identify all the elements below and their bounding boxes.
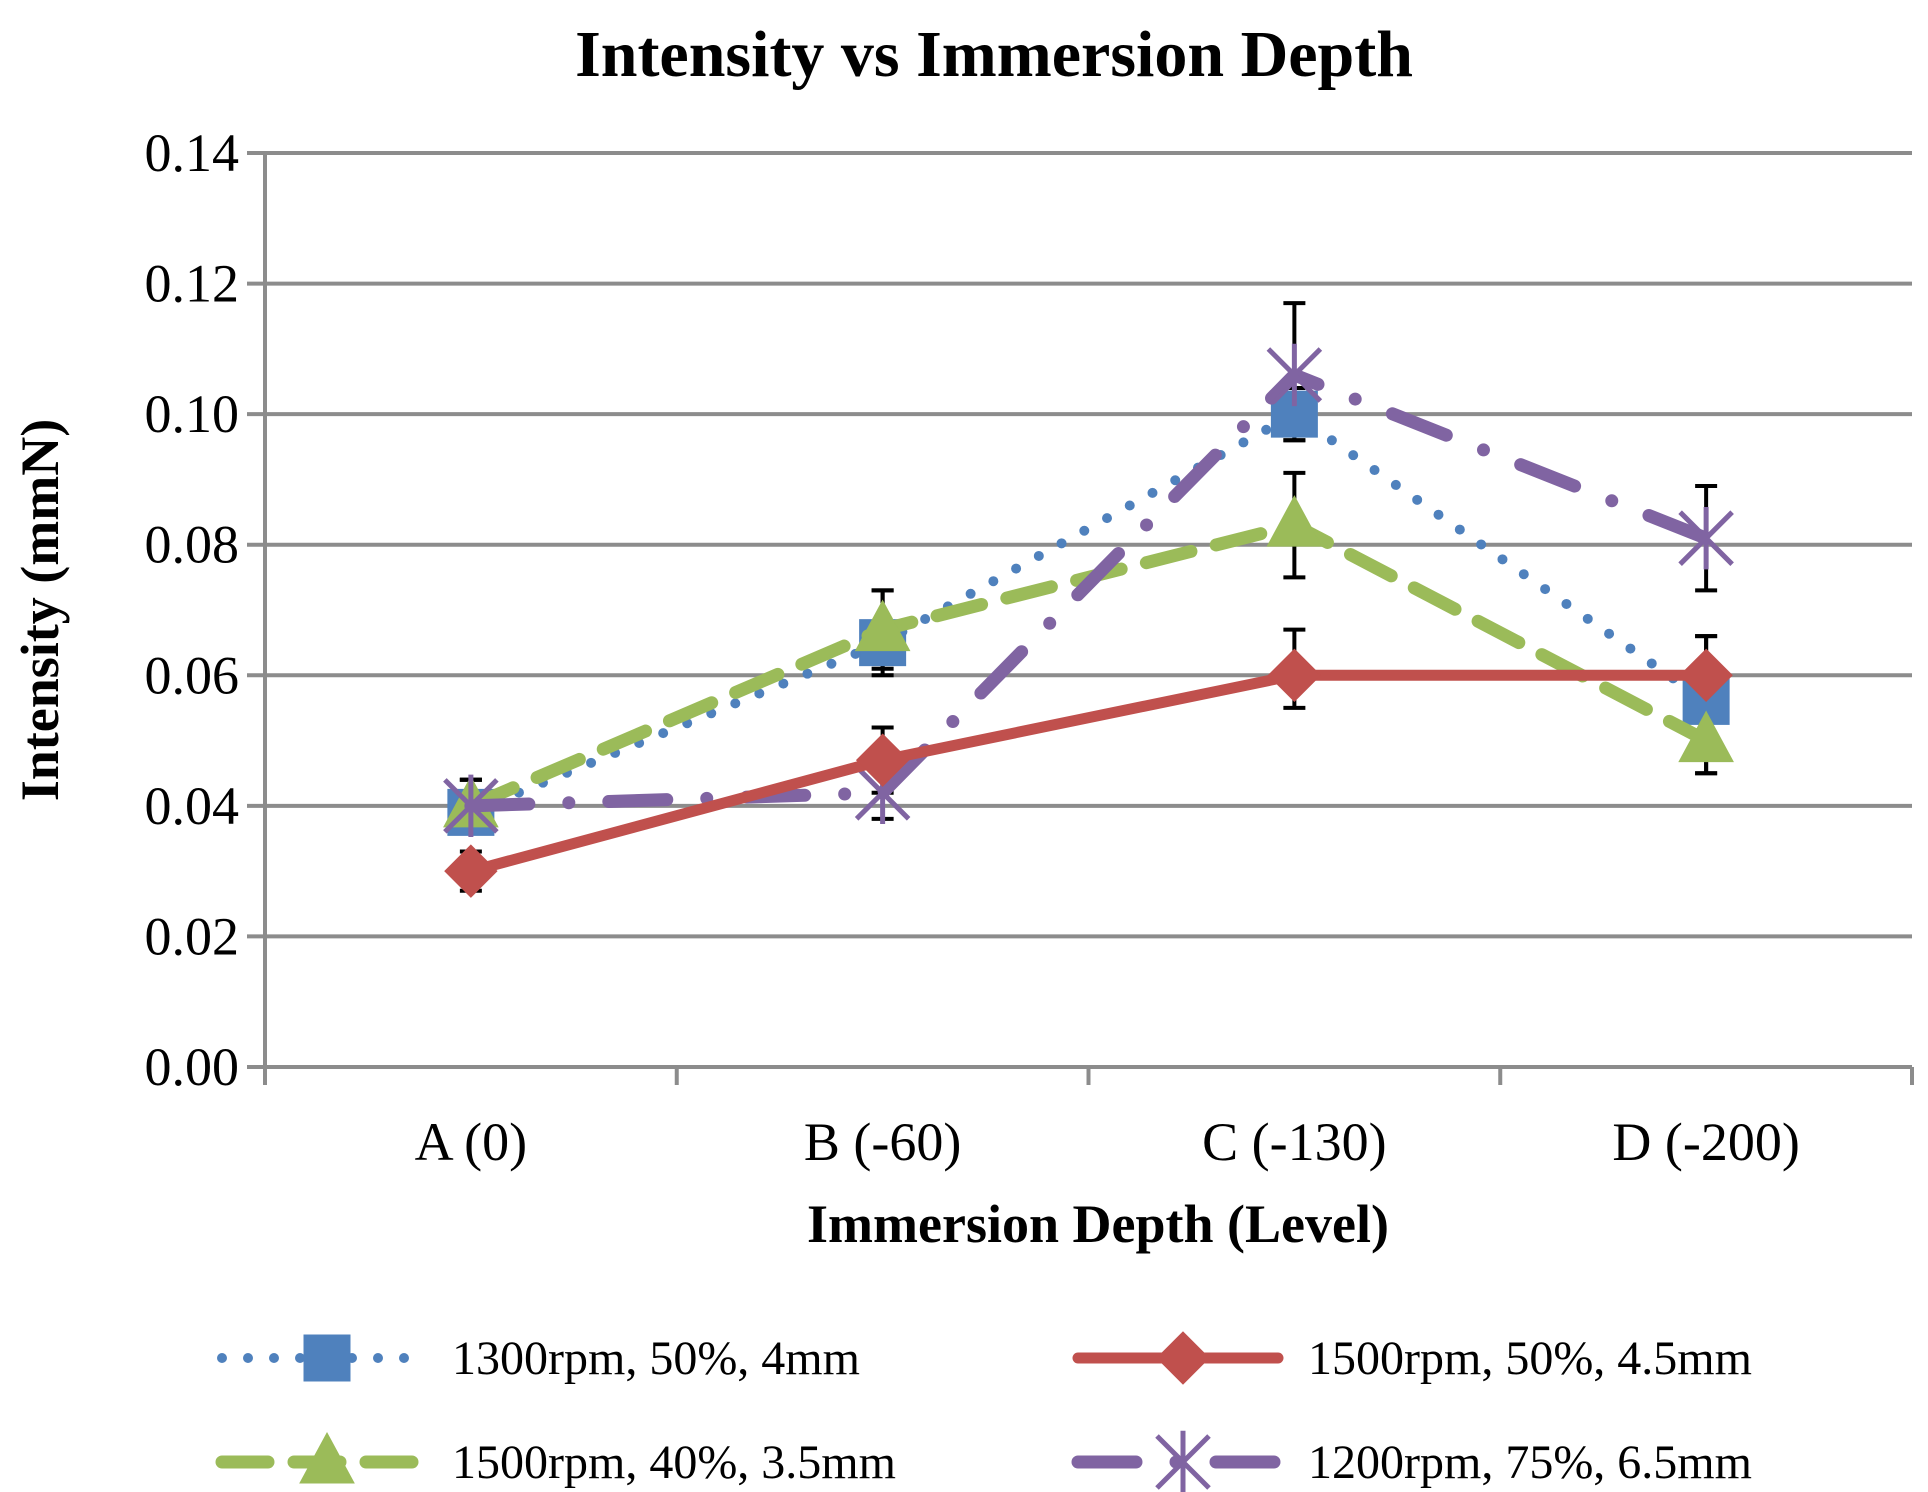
y-tick-label-2: 0.04 xyxy=(145,776,240,836)
legend: 1300rpm, 50%, 4mm 1500rpm, 50%, 4.5mm 1500… xyxy=(215,1331,1752,1492)
y-tick-label-5: 0.10 xyxy=(145,384,240,444)
data-point-2-1 xyxy=(854,599,911,652)
data-point-3-3 xyxy=(1678,506,1734,570)
legend-marker-3 xyxy=(1155,1430,1211,1492)
data-point-2-2 xyxy=(1266,495,1323,547)
error-bars-series-2 xyxy=(459,470,1718,834)
x-tick-label-3: D (-200) xyxy=(1612,1112,1799,1172)
error-bars-series-0 xyxy=(459,386,1718,834)
x-tick-label-2: C (-130) xyxy=(1202,1112,1386,1172)
legend-label-2: 1500rpm, 40%, 3.5mm xyxy=(452,1436,896,1489)
y-tick-label-3: 0.06 xyxy=(145,645,240,705)
legend-marker-2 xyxy=(299,1431,355,1484)
x-tick-label-0: A (0) xyxy=(415,1112,527,1172)
series-line-3 xyxy=(464,368,1713,813)
data-point-2-3 xyxy=(1678,710,1734,763)
x-axis-title: Immersion Depth (Level) xyxy=(807,1194,1389,1254)
legend-label-1: 1500rpm, 50%, 4.5mm xyxy=(1308,1332,1752,1385)
y-axis-title: Intensity (mmN) xyxy=(10,419,70,801)
y-tick-label-6: 0.12 xyxy=(145,254,240,314)
legend-marker-0 xyxy=(303,1334,351,1382)
error-bars-series-1 xyxy=(459,627,1718,893)
series-group xyxy=(443,301,1734,898)
data-point-1-1 xyxy=(855,733,910,787)
y-tick-labels: 0.00 0.02 0.04 0.06 0.08 0.10 0.12 0.14 xyxy=(145,123,240,1097)
legend-item-0: 1300rpm, 50%, 4mm xyxy=(217,1332,860,1385)
data-point-3-2 xyxy=(1266,343,1323,407)
legend-label-3: 1200rpm, 75%, 6.5mm xyxy=(1308,1436,1752,1489)
data-point-3-0 xyxy=(443,774,499,838)
data-point-1-0 xyxy=(444,844,498,898)
y-tick-label-4: 0.08 xyxy=(145,515,240,575)
y-tick-label-1: 0.02 xyxy=(145,906,240,966)
y-tick-label-0: 0.00 xyxy=(145,1037,240,1097)
data-point-1-3 xyxy=(1679,648,1733,702)
series-line-2 xyxy=(464,518,1713,813)
legend-item-3: 1200rpm, 75%, 6.5mm xyxy=(1071,1430,1752,1492)
gridlines xyxy=(247,151,1912,1069)
legend-item-2: 1500rpm, 40%, 3.5mm xyxy=(215,1431,896,1489)
x-tick-label-1: B (-60) xyxy=(804,1112,961,1172)
data-point-1-2 xyxy=(1267,648,1322,702)
y-tick-label-7: 0.14 xyxy=(145,123,240,183)
legend-label-0: 1300rpm, 50%, 4mm xyxy=(452,1332,860,1385)
legend-marker-1 xyxy=(1156,1331,1210,1385)
chart-title: Intensity vs Immersion Depth xyxy=(575,18,1413,91)
x-tick-labels: A (0) B (-60) C (-130) D (-200) xyxy=(415,1112,1800,1172)
series-line-0 xyxy=(465,409,1712,818)
legend-item-1: 1500rpm, 50%, 4.5mm xyxy=(1072,1331,1752,1385)
error-bars-series-3 xyxy=(459,301,1718,834)
series-line-1 xyxy=(465,669,1712,877)
axes xyxy=(263,153,1914,1085)
